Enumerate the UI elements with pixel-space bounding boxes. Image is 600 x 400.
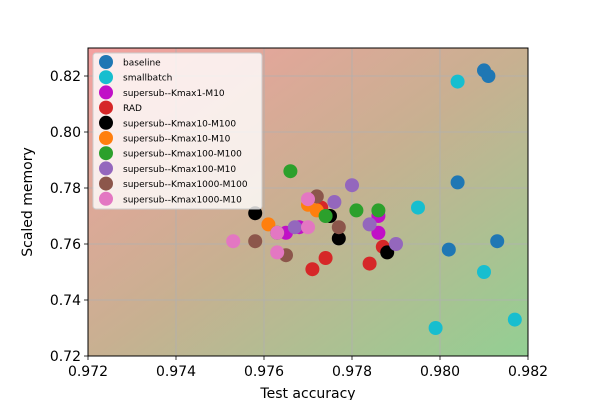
legend-label: supersub--Kmax100-M10: [123, 165, 236, 175]
data-point: [389, 237, 403, 251]
legend-marker: [99, 55, 113, 69]
x-tick-label: 0.974: [156, 364, 196, 380]
y-tick-label: 0.74: [50, 293, 81, 309]
legend-item: supersub--Kmax1-M10: [99, 85, 225, 100]
data-point: [345, 178, 359, 193]
y-tick-label: 0.76: [50, 237, 81, 253]
y-axis-label: Scaled memory: [20, 147, 36, 257]
series-supersub--Kmax1000-M10: [226, 192, 315, 260]
legend-item: supersub--Kmax1000-M100: [99, 176, 248, 191]
plot-frame: [87, 47, 529, 357]
data-point: [362, 256, 377, 271]
data-point: [287, 220, 302, 235]
legend-marker: [99, 131, 113, 145]
series-smallbatch: [411, 74, 522, 335]
data-point: [318, 251, 333, 265]
y-axis-ticks: 0.72 0.74 0.76 0.78 0.80 0.82: [50, 69, 88, 365]
y-tick-label: 0.82: [50, 69, 81, 85]
legend-label: baseline: [123, 59, 161, 69]
legend-label: smallbatch: [123, 74, 172, 84]
data-point: [441, 242, 456, 257]
x-tick-label: 0.976: [244, 364, 284, 380]
data-point: [481, 69, 496, 83]
data-point: [248, 234, 263, 249]
legend-item: supersub--Kmax1000-M10: [99, 191, 242, 206]
data-point: [380, 245, 395, 260]
x-axis-label: Test accuracy: [259, 386, 355, 400]
data-point: [362, 217, 377, 232]
y-tick-label: 0.80: [50, 125, 81, 141]
data-point: [301, 192, 315, 207]
legend-marker: [99, 85, 113, 100]
data-point: [331, 220, 346, 235]
legend-marker: [99, 176, 113, 191]
series-baseline: [441, 63, 505, 257]
legend-item: supersub--Kmax100-M10: [99, 161, 236, 176]
data-point: [327, 195, 342, 209]
y-tick-label: 0.78: [50, 181, 81, 197]
legend-label: supersub--Kmax1000-M10: [123, 195, 242, 205]
data-point: [450, 175, 465, 190]
legend-label: supersub--Kmax1000-M100: [123, 180, 248, 190]
data-points: [226, 63, 522, 335]
data-point: [371, 203, 386, 218]
x-tick-label: 0.972: [68, 364, 108, 380]
data-point: [261, 217, 276, 232]
data-point: [270, 245, 285, 260]
legend-item: supersub--Kmax10-M10: [99, 131, 231, 145]
legend-item: supersub--Kmax100-M100: [99, 146, 242, 161]
data-point: [428, 321, 443, 335]
legend-marker: [99, 115, 113, 130]
data-point: [283, 164, 298, 179]
data-point: [331, 231, 346, 246]
data-point: [490, 234, 505, 249]
legend-item: smallbatch: [99, 70, 172, 85]
legend-label: supersub--Kmax10-M100: [123, 119, 236, 129]
x-tick-label: 0.980: [420, 364, 460, 380]
series-supersub--Kmax100-M100: [270, 164, 386, 240]
data-point: [305, 262, 320, 277]
legend-label: supersub--Kmax1-M10: [123, 89, 225, 99]
data-point: [477, 265, 491, 279]
data-point: [318, 209, 333, 223]
data-point: [507, 312, 522, 327]
legend-item: supersub--Kmax10-M100: [99, 115, 236, 130]
x-tick-label: 0.982: [508, 364, 548, 380]
legend-label: supersub--Kmax10-M10: [123, 135, 231, 145]
legend-marker: [99, 100, 113, 115]
legend-label: supersub--Kmax100-M100: [123, 150, 242, 160]
data-point: [349, 203, 364, 218]
legend-label: RAD: [123, 104, 142, 114]
legend-item: RAD: [99, 100, 142, 115]
legend-marker: [99, 161, 113, 176]
data-point: [450, 74, 465, 89]
legend-marker: [99, 191, 113, 206]
legend-marker: [99, 70, 113, 85]
legend: baseline smallbatch supersub--Kmax1-M10 RAD…: [92, 52, 263, 210]
legend-marker: [99, 146, 113, 161]
y-tick-label: 0.72: [50, 349, 81, 365]
data-point: [248, 206, 263, 221]
data-point: [301, 220, 315, 235]
x-axis-ticks: 0.972 0.974 0.976 0.978 0.980 0.982: [68, 356, 548, 380]
data-point: [226, 234, 241, 249]
x-tick-label: 0.978: [332, 364, 372, 380]
series-supersub--Kmax1000-M100: [248, 189, 346, 263]
series-supersub--Kmax100-M10: [287, 178, 403, 251]
legend-box: [92, 52, 263, 210]
data-point: [411, 200, 425, 215]
legend-item: baseline: [99, 55, 161, 69]
data-point: [270, 225, 285, 240]
data-point: [371, 225, 386, 240]
